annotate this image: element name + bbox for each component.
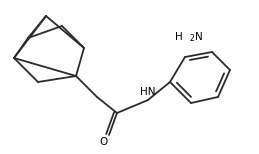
Text: 2: 2 xyxy=(190,34,195,43)
Text: N: N xyxy=(195,32,203,42)
Text: H: H xyxy=(175,32,183,42)
Text: HN: HN xyxy=(140,87,156,97)
Text: O: O xyxy=(100,137,108,147)
